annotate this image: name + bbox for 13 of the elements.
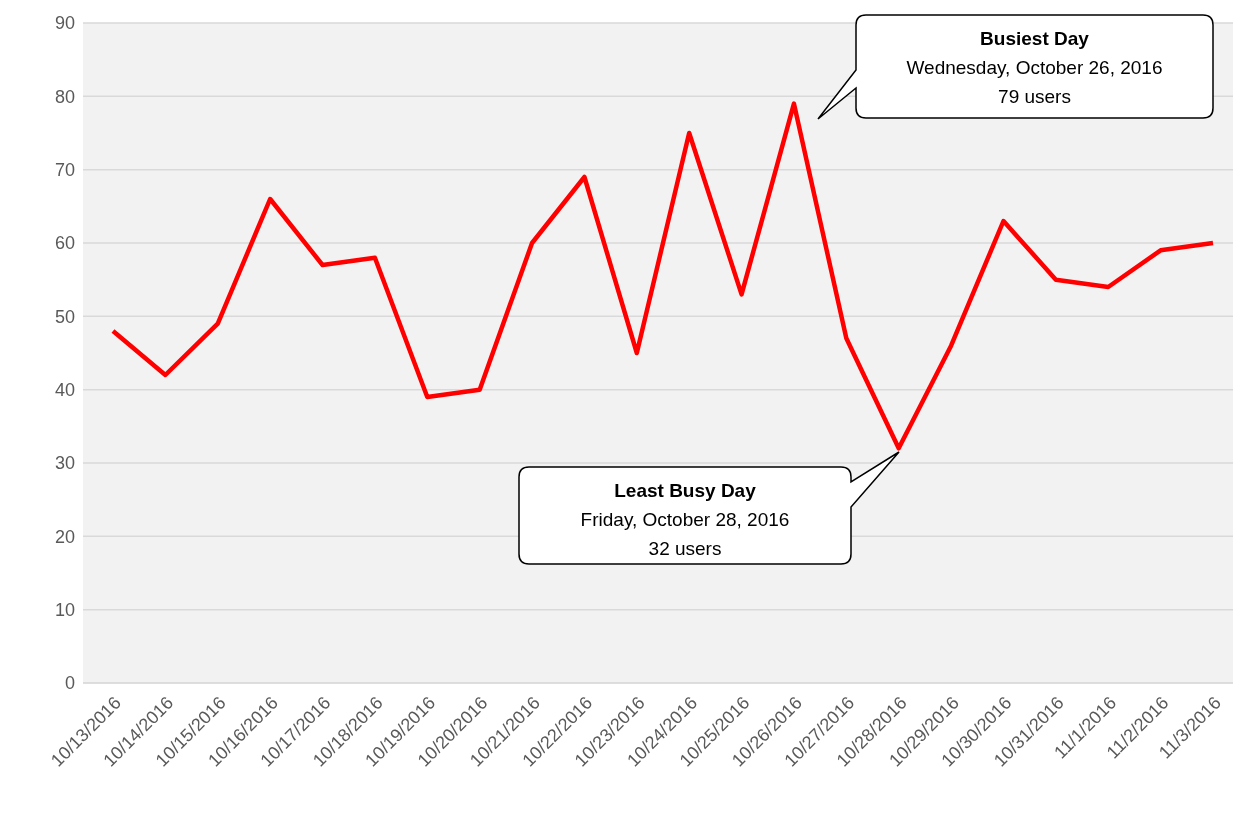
y-tick-label: 10 [54,600,75,621]
y-tick-label: 20 [54,526,75,547]
y-tick-label: 40 [54,380,75,401]
annotation: Busiest Day Wednesday, October 26, 2016 79 users [906,28,1163,107]
annotation: Least Busy Day Friday, October 28, 2016 32 users [580,480,790,559]
y-tick-label: 30 [54,453,75,474]
y-tick-label: 0 [64,673,75,694]
y-tick-label: 90 [54,13,75,34]
line-series [110,101,1216,451]
y-tick-label: 70 [54,160,75,181]
y-tick-label: 60 [54,233,75,254]
y-tick-label: 80 [54,86,75,107]
y-tick-label: 50 [54,306,75,327]
